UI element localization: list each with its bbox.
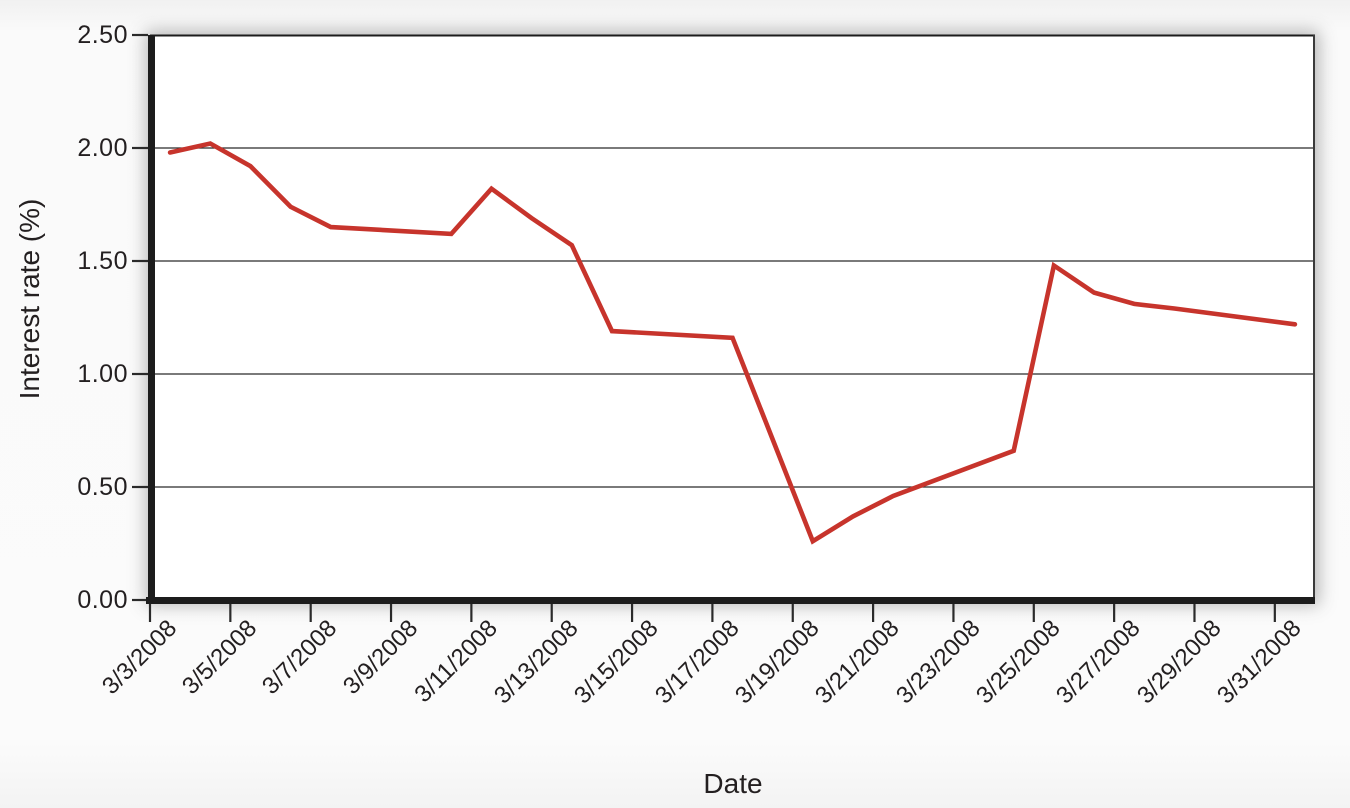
- y-axis-title: Interest rate (%): [14, 198, 45, 400]
- y-tick-label: 0.00: [77, 586, 128, 614]
- interest-rate-line: [167, 141, 1298, 545]
- axes: [146, 34, 1315, 604]
- y-tick-label: 1.50: [77, 247, 128, 275]
- y-tick-label: 0.50: [77, 473, 128, 501]
- y-tick-label: 1.00: [77, 360, 128, 388]
- y-tick-label: 2.50: [77, 21, 128, 49]
- plot-area: [150, 35, 1315, 601]
- x-axis-title: Date: [703, 768, 763, 799]
- y-tick-label: 2.00: [77, 134, 128, 162]
- tick-marks: [132, 33, 1276, 622]
- series-lines: [167, 141, 1298, 545]
- gridlines: [150, 147, 1315, 488]
